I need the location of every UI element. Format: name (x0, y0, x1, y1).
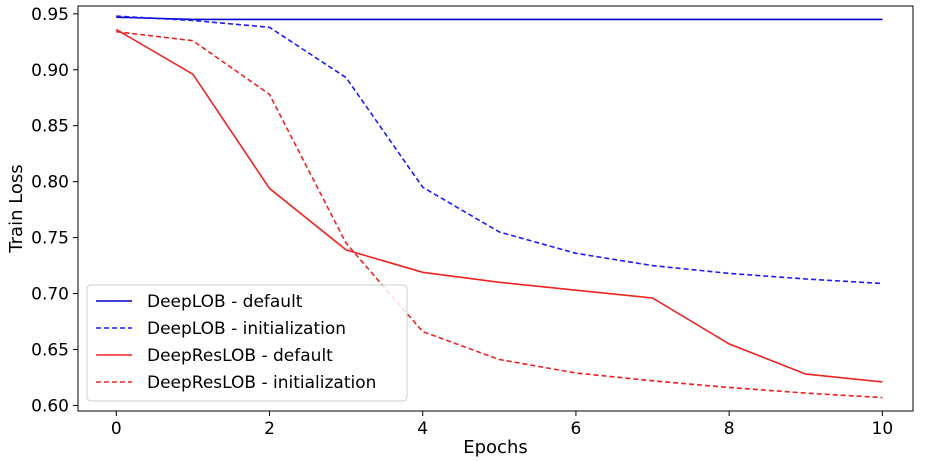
series-line-3 (116, 30, 883, 399)
y-tick-label: 0.95 (31, 5, 69, 25)
y-tick-label: 0.65 (31, 340, 69, 360)
legend-entry-0: DeepLOB - default (147, 292, 303, 312)
y-axis-label: Train Loss (6, 164, 27, 253)
x-tick-label: 6 (571, 419, 582, 439)
series-layer (115, 15, 883, 399)
legend-entry-3: DeepResLOB - initialization (147, 373, 376, 393)
series-line-1 (116, 15, 883, 285)
plot-area (77, 5, 914, 412)
legend-box (86, 284, 408, 402)
series-line-2 (115, 28, 883, 383)
series-line-0 (116, 16, 883, 21)
x-tick-label: 2 (264, 419, 275, 439)
x-tick-label: 0 (111, 419, 122, 439)
legend-entry-2: DeepResLOB - default (147, 346, 333, 366)
y-tick-label: 0.90 (31, 61, 69, 81)
y-tick-label: 0.80 (31, 173, 69, 193)
plot-frame (77, 5, 914, 412)
x-tick-label: 8 (724, 419, 735, 439)
y-tick-label: 0.60 (31, 396, 69, 416)
x-tick-label: 10 (872, 419, 894, 439)
legend-entry-1: DeepLOB - initialization (147, 319, 346, 339)
y-tick-label: 0.85 (31, 117, 69, 137)
legend: DeepLOB - default DeepLOB - initializatio… (86, 284, 408, 402)
x-tick-label: 4 (417, 419, 428, 439)
x-axis-label: Epochs (463, 437, 528, 458)
y-tick-label: 0.70 (31, 285, 69, 305)
y-tick-label: 0.75 (31, 229, 69, 249)
y-axis: 0.60 0.65 0.70 0.75 0.80 0.85 0.90 0.95 (31, 5, 78, 416)
x-axis: 0 2 4 6 8 10 (111, 411, 893, 439)
